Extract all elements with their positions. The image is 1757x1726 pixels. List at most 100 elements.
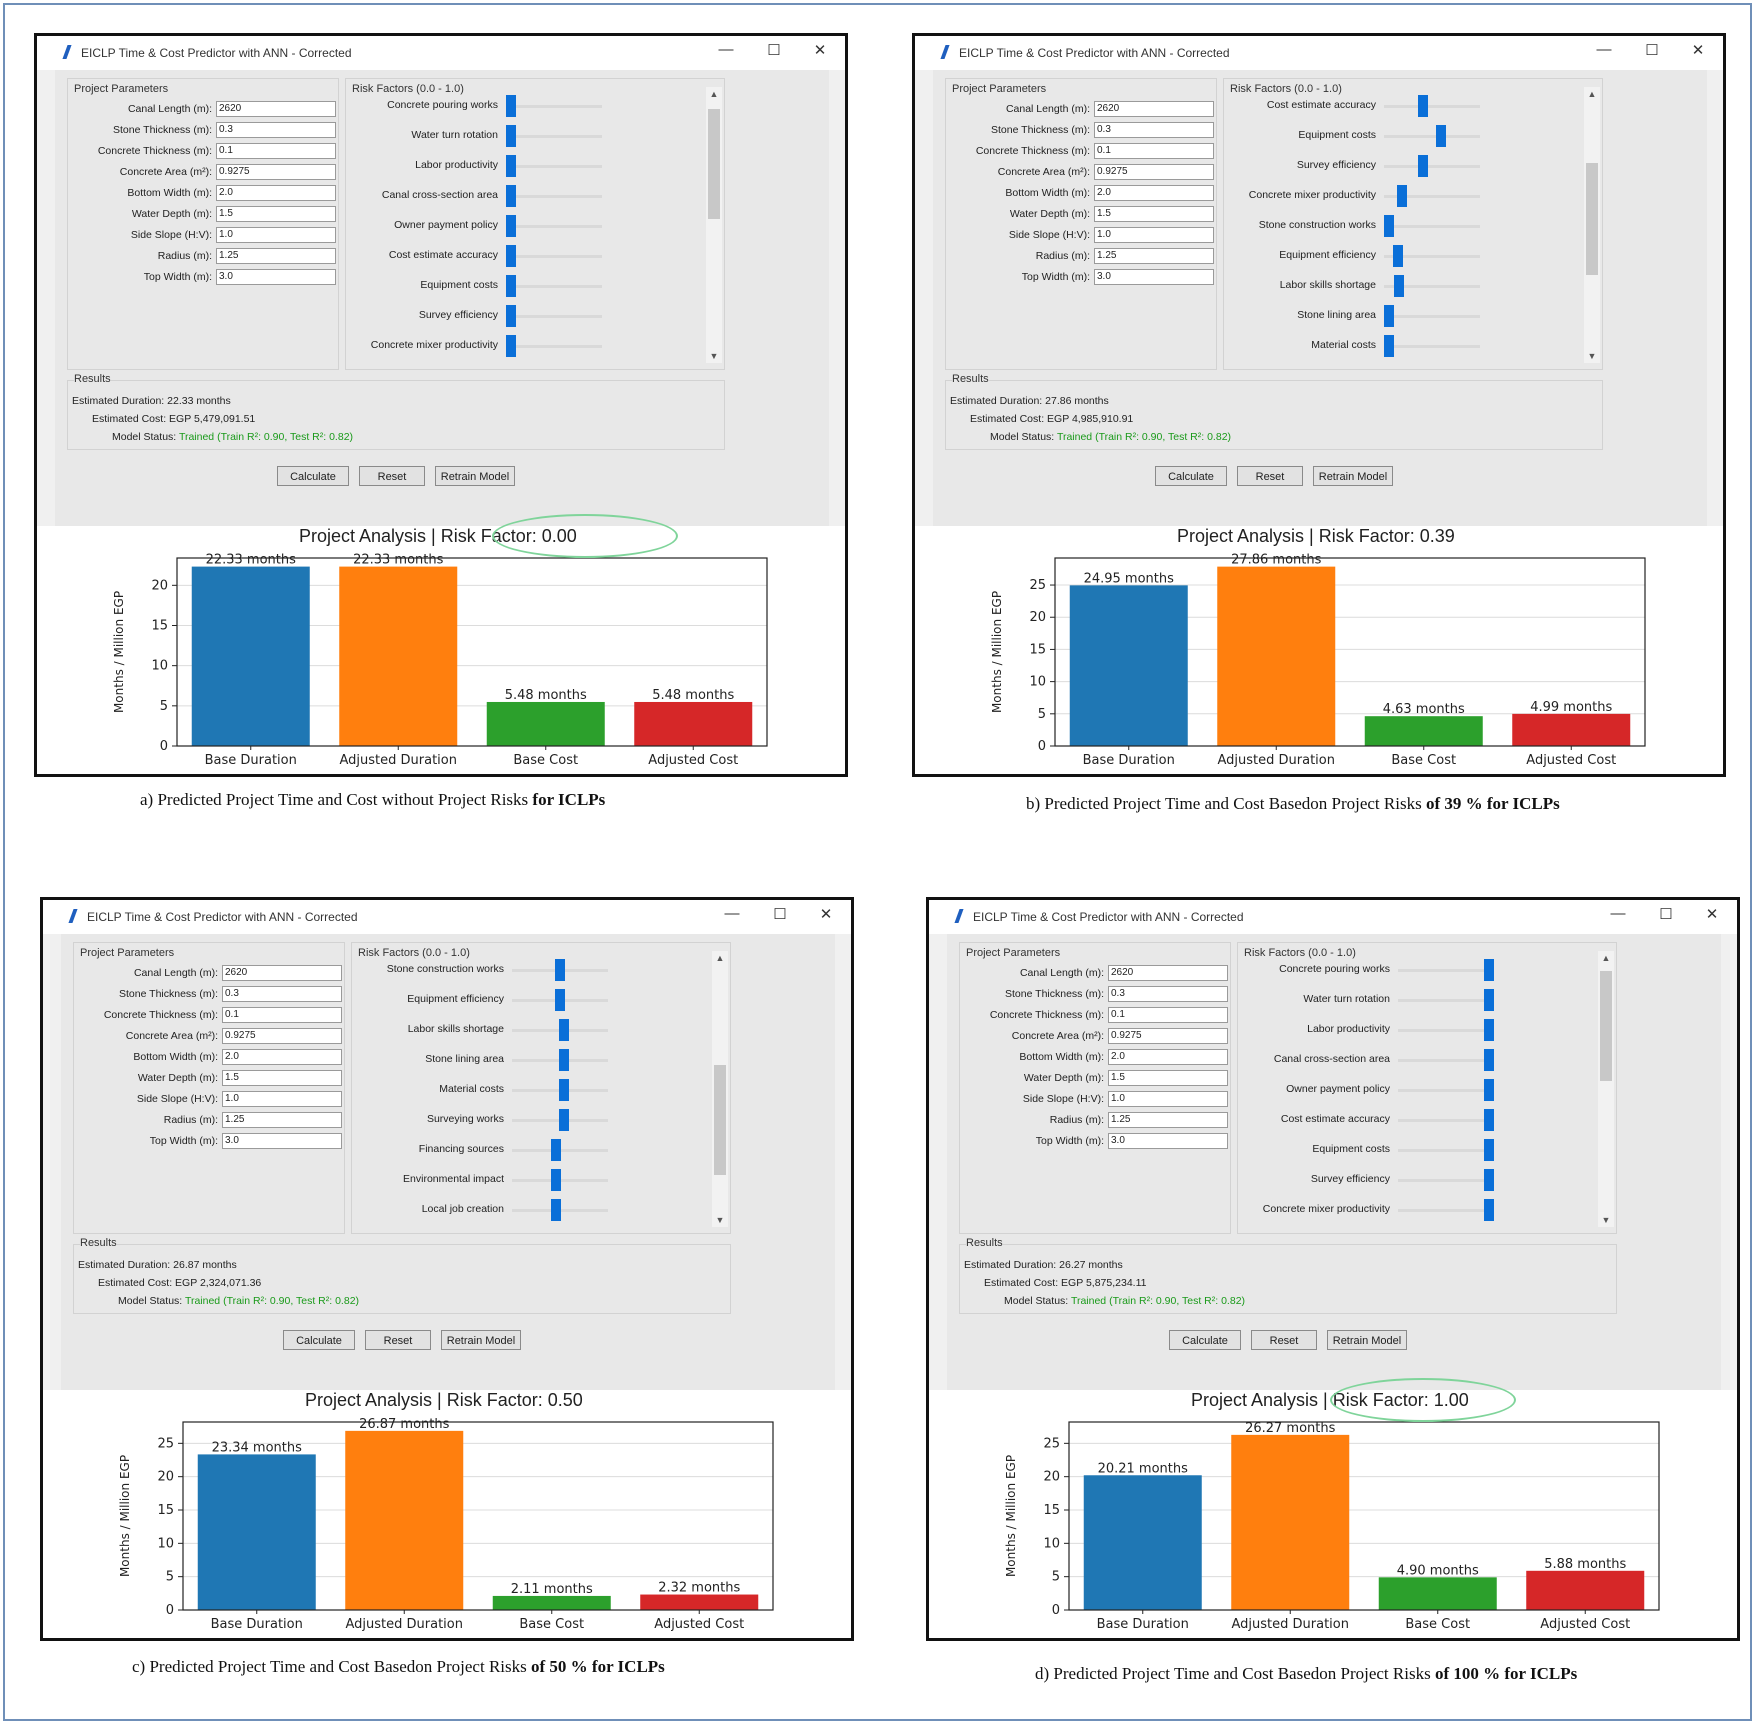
- slider-track[interactable]: [1384, 195, 1480, 198]
- close-button[interactable]: ✕: [819, 906, 833, 923]
- slider-track[interactable]: [1384, 165, 1480, 168]
- slider-track[interactable]: [506, 195, 602, 198]
- reset-button[interactable]: Reset: [365, 1330, 431, 1350]
- scroll-thumb[interactable]: [708, 109, 720, 219]
- slider-track[interactable]: [1398, 1029, 1494, 1032]
- slider-track[interactable]: [1384, 135, 1480, 138]
- param-input[interactable]: 2.0: [1094, 185, 1214, 201]
- slider-track[interactable]: [1398, 1119, 1494, 1122]
- param-input[interactable]: 2.0: [216, 185, 336, 201]
- retrain-model-button[interactable]: Retrain Model: [1313, 466, 1393, 486]
- minimize-button[interactable]: —: [1610, 905, 1626, 922]
- scroll-thumb[interactable]: [714, 1065, 726, 1175]
- scroll-up-icon[interactable]: ▲: [1601, 953, 1611, 963]
- param-input[interactable]: 1.25: [216, 248, 336, 264]
- slider-track[interactable]: [1384, 285, 1480, 288]
- close-button[interactable]: ✕: [1705, 906, 1719, 923]
- scroll-up-icon[interactable]: ▲: [715, 953, 725, 963]
- scroll-up-icon[interactable]: ▲: [1587, 89, 1597, 99]
- slider-thumb[interactable]: [550, 1169, 561, 1191]
- slider-track[interactable]: [506, 285, 602, 288]
- slider-thumb[interactable]: [1418, 95, 1429, 117]
- param-input[interactable]: 0.1: [222, 1007, 342, 1023]
- slider-thumb[interactable]: [1435, 125, 1446, 147]
- param-input[interactable]: 2620: [1094, 101, 1214, 117]
- param-input[interactable]: 0.9275: [1108, 1028, 1228, 1044]
- param-input[interactable]: 2620: [222, 965, 342, 981]
- param-input[interactable]: 0.9275: [216, 164, 336, 180]
- param-input[interactable]: 0.3: [1108, 986, 1228, 1002]
- slider-track[interactable]: [1398, 1149, 1494, 1152]
- slider-thumb[interactable]: [506, 125, 516, 147]
- param-input[interactable]: 1.25: [222, 1112, 342, 1128]
- slider-thumb[interactable]: [550, 1199, 561, 1221]
- risk-scrollbar[interactable]: ▲ ▼: [1598, 951, 1614, 1227]
- minimize-button[interactable]: —: [718, 41, 734, 58]
- maximize-button[interactable]: ☐: [767, 42, 781, 59]
- scroll-up-icon[interactable]: ▲: [709, 89, 719, 99]
- slider-thumb[interactable]: [1384, 305, 1394, 327]
- slider-thumb[interactable]: [1484, 1139, 1494, 1161]
- slider-thumb[interactable]: [506, 245, 516, 267]
- param-input[interactable]: 2620: [216, 101, 336, 117]
- param-input[interactable]: 3.0: [1108, 1133, 1228, 1149]
- param-input[interactable]: 3.0: [222, 1133, 342, 1149]
- scroll-down-icon[interactable]: ▼: [1587, 351, 1597, 361]
- slider-thumb[interactable]: [550, 1139, 561, 1161]
- slider-thumb[interactable]: [559, 1049, 570, 1071]
- slider-thumb[interactable]: [1484, 1199, 1494, 1221]
- reset-button[interactable]: Reset: [1237, 466, 1303, 486]
- minimize-button[interactable]: —: [724, 905, 740, 922]
- slider-track[interactable]: [1398, 1209, 1494, 1212]
- scroll-down-icon[interactable]: ▼: [1601, 1215, 1611, 1225]
- param-input[interactable]: 1.5: [222, 1070, 342, 1086]
- param-input[interactable]: 1.5: [1108, 1070, 1228, 1086]
- slider-thumb[interactable]: [559, 1109, 570, 1131]
- slider-thumb[interactable]: [555, 989, 565, 1011]
- risk-scrollbar[interactable]: ▲ ▼: [712, 951, 728, 1227]
- slider-track[interactable]: [506, 165, 602, 168]
- slider-track[interactable]: [1384, 225, 1480, 228]
- slider-track[interactable]: [1398, 969, 1494, 972]
- slider-thumb[interactable]: [559, 1079, 570, 1101]
- param-input[interactable]: 0.3: [222, 986, 342, 1002]
- slider-thumb[interactable]: [506, 95, 516, 117]
- retrain-model-button[interactable]: Retrain Model: [435, 466, 515, 486]
- slider-track[interactable]: [1384, 315, 1480, 318]
- slider-thumb[interactable]: [506, 185, 516, 207]
- close-button[interactable]: ✕: [813, 42, 827, 59]
- scroll-thumb[interactable]: [1600, 971, 1612, 1081]
- param-input[interactable]: 2.0: [1108, 1049, 1228, 1065]
- param-input[interactable]: 0.1: [216, 143, 336, 159]
- param-input[interactable]: 1.0: [1094, 227, 1214, 243]
- param-input[interactable]: 1.0: [216, 227, 336, 243]
- slider-track[interactable]: [1384, 345, 1480, 348]
- risk-scrollbar[interactable]: ▲ ▼: [1584, 87, 1600, 363]
- slider-thumb[interactable]: [1392, 245, 1403, 267]
- param-input[interactable]: 2.0: [222, 1049, 342, 1065]
- slider-track[interactable]: [506, 255, 602, 258]
- maximize-button[interactable]: ☐: [1645, 42, 1659, 59]
- slider-thumb[interactable]: [1484, 1049, 1494, 1071]
- slider-track[interactable]: [506, 315, 602, 318]
- slider-thumb[interactable]: [506, 215, 516, 237]
- param-input[interactable]: 1.5: [1094, 206, 1214, 222]
- param-input[interactable]: 1.0: [222, 1091, 342, 1107]
- retrain-model-button[interactable]: Retrain Model: [1327, 1330, 1407, 1350]
- calculate-button[interactable]: Calculate: [283, 1330, 355, 1350]
- slider-track[interactable]: [506, 345, 602, 348]
- param-input[interactable]: 1.5: [216, 206, 336, 222]
- scroll-thumb[interactable]: [1586, 163, 1598, 275]
- slider-thumb[interactable]: [1484, 1109, 1494, 1131]
- param-input[interactable]: 2620: [1108, 965, 1228, 981]
- maximize-button[interactable]: ☐: [773, 906, 787, 923]
- slider-thumb[interactable]: [1384, 335, 1394, 357]
- slider-track[interactable]: [1384, 105, 1480, 108]
- risk-scrollbar[interactable]: ▲ ▼: [706, 87, 722, 363]
- param-input[interactable]: 0.3: [1094, 122, 1214, 138]
- slider-thumb[interactable]: [1484, 959, 1494, 981]
- param-input[interactable]: 0.9275: [222, 1028, 342, 1044]
- param-input[interactable]: 0.9275: [1094, 164, 1214, 180]
- calculate-button[interactable]: Calculate: [1155, 466, 1227, 486]
- slider-thumb[interactable]: [1484, 989, 1494, 1011]
